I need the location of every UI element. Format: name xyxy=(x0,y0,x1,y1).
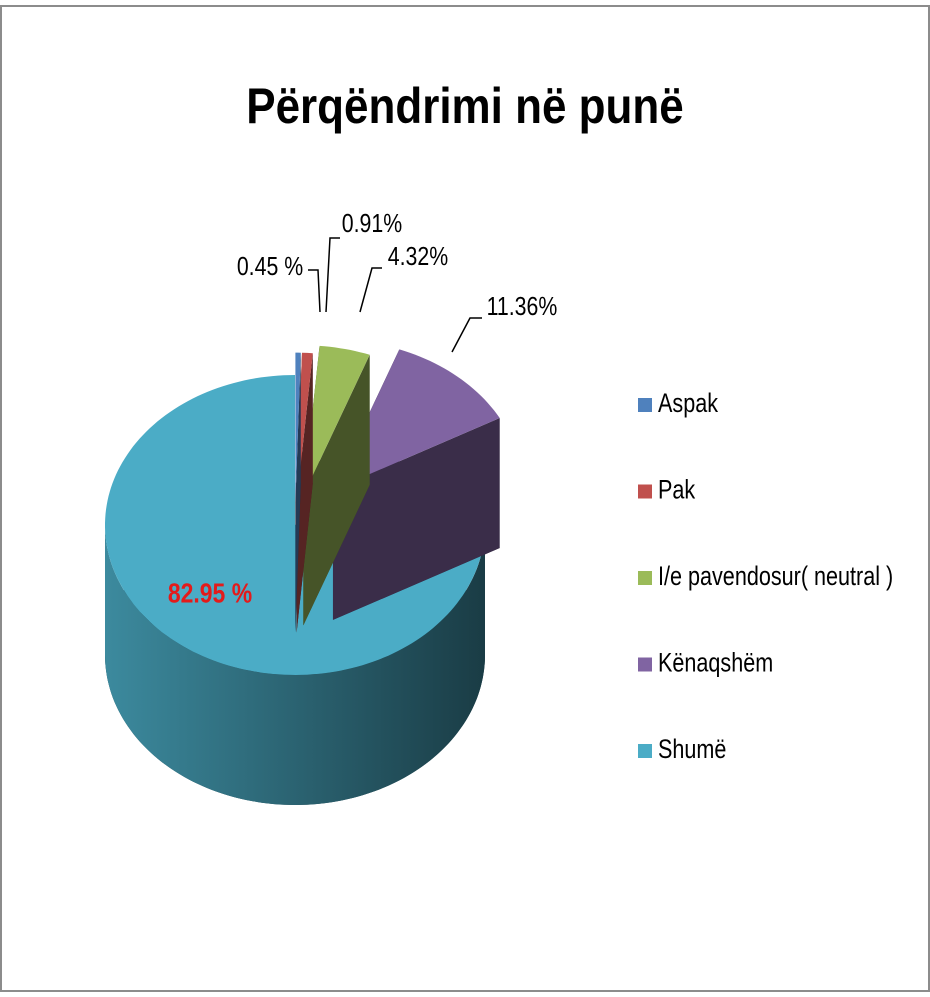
leader-line xyxy=(451,317,482,353)
legend-swatch xyxy=(638,484,652,499)
chart-title: Përqëndrimi në punë xyxy=(246,78,683,134)
legend-label: I/e pavendosur( neutral ) xyxy=(658,562,893,592)
pie xyxy=(105,345,500,805)
legend: Aspak Pak I/e pavendosur( neutral ) Kënaqsh… xyxy=(638,389,893,765)
legend-swatch xyxy=(638,571,652,585)
leader-line xyxy=(325,237,340,313)
slice xyxy=(295,352,301,503)
legend-swatch xyxy=(638,398,652,412)
slice-wall xyxy=(303,354,370,626)
slice-side xyxy=(105,525,485,805)
slice-wall xyxy=(332,418,500,620)
leader-line xyxy=(359,267,382,313)
slice-wall xyxy=(295,352,301,633)
legend-swatch xyxy=(638,657,652,672)
data-labels: 0.45 % 0.91%4.32% 11.36% 82.95 % xyxy=(168,209,557,609)
data-label: 0.91% xyxy=(342,209,402,239)
data-label: 11.36% xyxy=(487,292,558,322)
data-label: 4.32% xyxy=(388,242,448,272)
legend-label: Pak xyxy=(658,475,696,505)
slice xyxy=(303,345,370,496)
data-label: 0.45 % xyxy=(237,252,303,282)
slice xyxy=(332,349,500,490)
legend-swatch xyxy=(638,744,652,758)
slice xyxy=(105,375,485,675)
legend-label: Aspak xyxy=(658,389,719,419)
legend-label: Shumë xyxy=(658,735,726,765)
slice-wall xyxy=(296,353,313,633)
leader-lines xyxy=(308,237,482,353)
legend-label: Kënaqshëm xyxy=(658,648,773,678)
data-label: 82.95 % xyxy=(168,578,252,609)
leader-line xyxy=(308,269,321,313)
